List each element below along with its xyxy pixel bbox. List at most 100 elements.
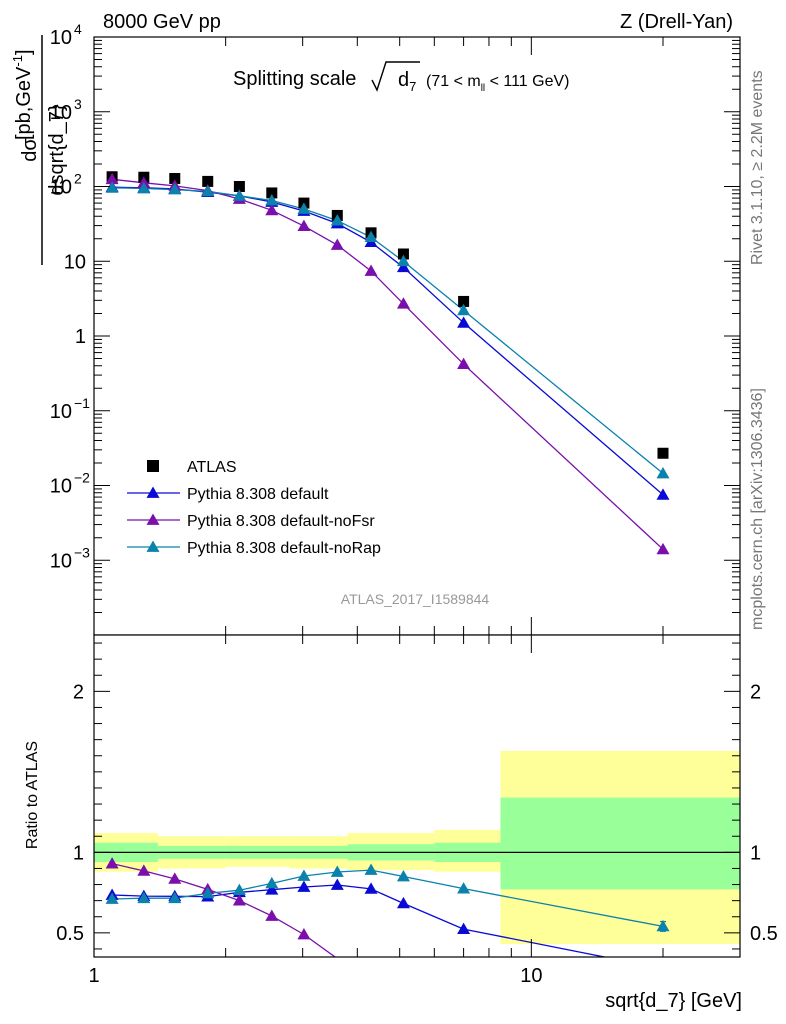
data-point-series-2	[265, 203, 279, 216]
y-tick-label-exponent: 3	[74, 96, 82, 112]
y-tick-label-exponent: −3	[74, 544, 90, 560]
ratio-y-tick-label: 1	[73, 842, 84, 864]
ratio-point-series-1	[137, 864, 151, 876]
ratio-point-series-2	[396, 870, 410, 882]
ratio-point-series-2	[201, 886, 215, 899]
ratio-point-series-2	[265, 876, 279, 889]
x-axis-label: sqrt{d_7} [GeV]	[605, 990, 742, 1012]
data-point-series-3	[330, 214, 344, 226]
data-point-series-2	[137, 176, 151, 188]
svg-text:dsqrt{d_7}: dsqrt{d_7}	[46, 104, 68, 196]
ratio-point-series-2	[168, 891, 182, 904]
title-cut: (71 < mll < 111 GeV)	[426, 73, 569, 94]
ratio-point-series-2	[297, 869, 311, 881]
ratio-point-series-0	[457, 922, 471, 935]
ratio-point-series-1	[265, 909, 279, 921]
main-plot-background	[94, 37, 740, 635]
main-y-axis-label: dσ dsqrt{d_7}	[19, 35, 68, 265]
legend-label-3: Pythia 8.308 default-noRap	[187, 540, 381, 557]
ratio-point-series-0	[364, 882, 378, 894]
data-point-series-3	[137, 182, 151, 194]
ratio-plot-area	[94, 635, 740, 957]
ratio-band-inner	[500, 797, 740, 890]
legend-marker-3	[146, 540, 160, 552]
main-line-2	[112, 178, 664, 550]
legend-label-2: Pythia 8.308 default-noFsr	[187, 513, 375, 530]
legend-marker-atlas	[147, 460, 159, 472]
data-point-series-3	[656, 466, 670, 479]
header-energy: 8000 GeV pp	[103, 11, 221, 33]
ratio-point-series-2	[137, 891, 151, 904]
ratio-y-axis-label: Ratio to ATLAS	[24, 741, 41, 849]
ratio-line-0	[112, 884, 608, 957]
x-tick-label: 10	[520, 965, 542, 987]
data-point-series-3	[265, 193, 279, 206]
data-point-atlas	[202, 175, 214, 187]
y-tick-label-exponent: −1	[74, 395, 90, 411]
y-tick-label-exponent: 2	[74, 171, 82, 187]
main-series-markers	[105, 171, 670, 555]
ratio-point-series-2	[330, 865, 344, 877]
analysis-watermark: ATLAS_2017_I1589844	[341, 591, 490, 607]
data-point-series-2	[364, 264, 378, 276]
data-point-series-2	[396, 297, 410, 309]
ratio-y-tick-label-right: 1	[750, 842, 761, 864]
title-sqrt-symbol	[371, 61, 420, 92]
legend-label-1: Pythia 8.308 default	[187, 486, 329, 503]
data-point-series-3	[457, 303, 471, 316]
rivet-version-label: Rivet 3.1.10, ≥ 2.2M events	[749, 70, 766, 265]
data-point-series-1	[656, 488, 670, 500]
ratio-y-tick-label: 0.5	[56, 923, 84, 945]
header-process: Z (Drell-Yan)	[620, 11, 733, 33]
data-point-atlas	[233, 181, 245, 192]
y-tick-label: 10	[64, 251, 86, 273]
main-plot-area	[94, 37, 740, 635]
ratio-point-series-2	[364, 863, 378, 875]
ratio-series-lines	[111, 862, 664, 957]
data-point-series-1	[457, 316, 471, 328]
data-point-series-3	[201, 184, 215, 197]
ratio-frame	[93, 634, 741, 958]
ratio-point-series-0	[297, 880, 311, 892]
data-point-series-2	[330, 238, 344, 250]
ratio-axes: 0.5 0.51 12 21 10	[56, 634, 778, 987]
data-point-series-3	[297, 202, 311, 214]
data-point-series-2	[297, 219, 311, 232]
title-variable: d7	[398, 69, 416, 94]
data-point-series-3	[396, 254, 410, 267]
data-point-series-3	[364, 230, 378, 243]
y-tick-label: 10	[50, 401, 72, 423]
y-tick-label-exponent: −2	[74, 470, 90, 486]
data-point-atlas	[266, 187, 278, 199]
y-tick-label: 10	[50, 27, 72, 49]
ratio-series-markers	[105, 857, 670, 940]
y-tick-label: 10	[50, 550, 72, 572]
data-point-series-1	[396, 260, 410, 273]
ratio-point-series-2	[232, 883, 246, 896]
legend-label-0: ATLAS	[187, 459, 237, 476]
ratio-point-series-2	[105, 892, 119, 904]
legend-marker-2	[146, 513, 160, 525]
ratio-line-2	[112, 869, 664, 928]
data-point-series-3	[105, 181, 119, 193]
legend-marker-1	[146, 486, 160, 498]
ratio-y-tick-label-right: 2	[750, 681, 761, 703]
ratio-point-series-1	[168, 872, 182, 884]
data-point-series-2	[457, 357, 471, 370]
ratio-y-tick-label-right: 0.5	[750, 923, 778, 945]
source-label: mcplots.cern.ch [arXiv:1306.3436]	[749, 388, 766, 630]
data-point-series-2	[105, 172, 119, 185]
data-point-series-3	[168, 183, 182, 195]
ratio-point-series-1	[297, 927, 311, 940]
ratio-line-1	[111, 862, 337, 957]
ratio-point-series-0	[396, 896, 410, 909]
data-point-atlas	[397, 248, 409, 260]
data-point-atlas	[657, 447, 669, 459]
data-point-atlas	[169, 172, 181, 184]
y-tick-label-exponent: 4	[74, 21, 82, 37]
y-tick-label: 1	[75, 326, 86, 348]
ratio-point-series-1	[232, 894, 246, 906]
data-point-series-3	[232, 189, 246, 201]
